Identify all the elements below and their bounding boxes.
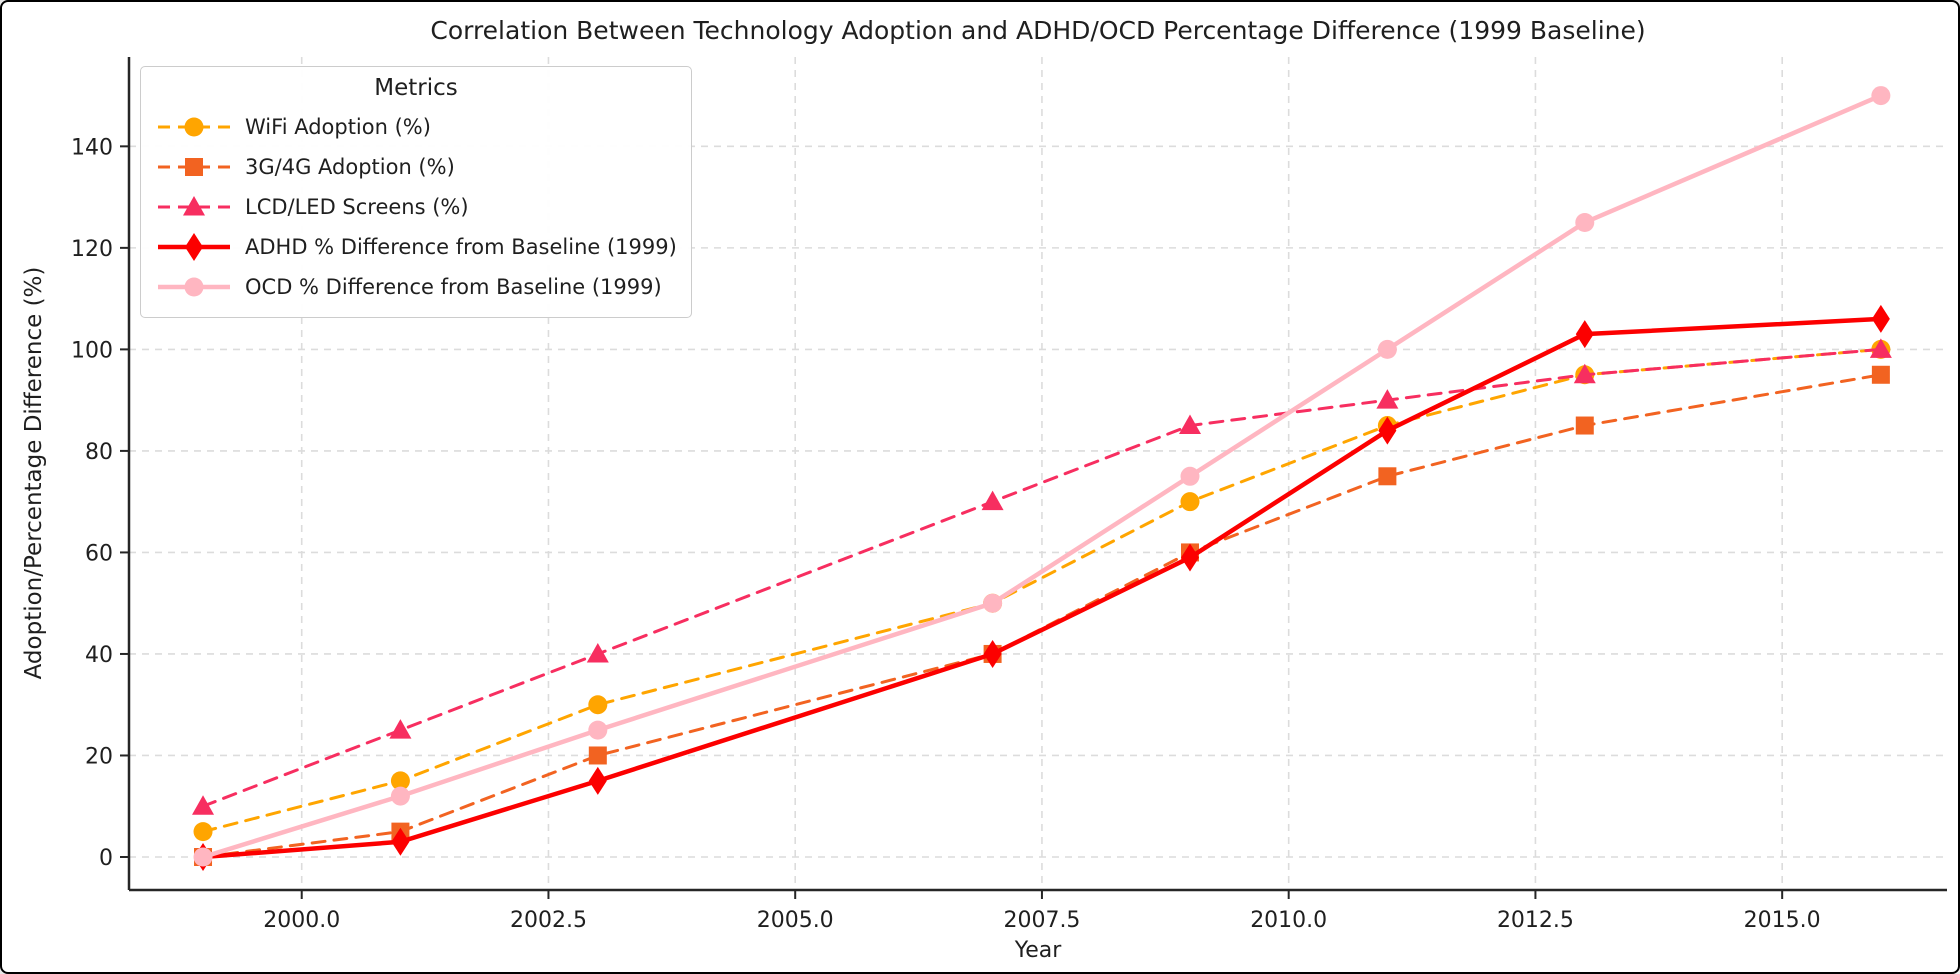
legend-item-adhd-difference: ADHD % Difference from Baseline (1999) bbox=[155, 227, 677, 267]
data-point-marker-square bbox=[1871, 365, 1890, 384]
legend-sample-circle-marker bbox=[158, 117, 230, 137]
y-tick-label: 140 bbox=[71, 135, 113, 160]
x-tick-label: 2007.5 bbox=[1003, 908, 1080, 933]
data-point-marker-thin-diamond bbox=[588, 766, 607, 795]
data-point-marker-triangle bbox=[586, 642, 609, 663]
data-point-marker-triangle bbox=[1376, 389, 1399, 409]
series-ocd-difference bbox=[193, 86, 1891, 867]
data-point-marker-triangle bbox=[1573, 363, 1596, 384]
legend-sample-thin-diamond-marker bbox=[158, 233, 230, 261]
legend-sample-square-marker bbox=[158, 158, 230, 176]
data-point-marker-thin-diamond bbox=[1871, 304, 1890, 333]
y-axis-label: Adoption/Percentage Difference (%) bbox=[21, 266, 47, 680]
data-point-marker-triangle bbox=[981, 490, 1004, 511]
data-point-marker-triangle bbox=[1869, 338, 1892, 358]
y-tick-label: 120 bbox=[71, 237, 113, 262]
y-tick-label: 0 bbox=[99, 846, 113, 871]
x-tick-label: 2015.0 bbox=[1744, 908, 1821, 933]
data-point-marker-square bbox=[185, 158, 203, 176]
x-axis-label: Year bbox=[1014, 938, 1062, 963]
data-point-marker-circle bbox=[193, 847, 213, 867]
data-point-marker-circle bbox=[1180, 492, 1200, 512]
y-tick-label: 40 bbox=[85, 643, 113, 668]
data-point-marker-square bbox=[588, 746, 607, 765]
data-point-marker-circle bbox=[1871, 86, 1891, 106]
chart-title: Correlation Between Technology Adoption … bbox=[430, 16, 1646, 45]
legend-item-3g4g-adoption: 3G/4G Adoption (%) bbox=[155, 147, 677, 187]
legend-label: WiFi Adoption (%) bbox=[245, 115, 431, 139]
legend-label: 3G/4G Adoption (%) bbox=[245, 155, 455, 179]
y-tick-label: 60 bbox=[85, 541, 113, 566]
legend-sample-triangle-marker bbox=[158, 196, 230, 216]
x-tick-label: 2000.0 bbox=[263, 908, 340, 933]
legend-item-lcd-led-screens: LCD/LED Screens (%) bbox=[155, 187, 677, 227]
data-point-marker-square bbox=[1575, 416, 1594, 435]
y-tick-label: 80 bbox=[85, 440, 113, 465]
data-point-marker-circle bbox=[184, 277, 204, 297]
data-point-marker-circle bbox=[184, 117, 204, 137]
data-point-marker-circle bbox=[588, 720, 608, 740]
y-tick-label: 20 bbox=[85, 744, 113, 769]
data-point-marker-thin-diamond bbox=[983, 639, 1002, 668]
legend-label: OCD % Difference from Baseline (1999) bbox=[245, 275, 662, 299]
data-point-marker-triangle bbox=[192, 795, 215, 815]
data-point-marker-circle bbox=[588, 695, 608, 715]
series-line-ocd-difference bbox=[200, 93, 1884, 860]
legend-label: ADHD % Difference from Baseline (1999) bbox=[245, 235, 677, 259]
series-line-adhd-difference bbox=[200, 316, 1884, 860]
data-point-marker-thin-diamond bbox=[185, 233, 203, 261]
data-point-marker-circle bbox=[390, 771, 410, 791]
data-point-marker-circle bbox=[1575, 212, 1595, 232]
data-point-marker-triangle bbox=[389, 719, 412, 739]
legend-title: Metrics bbox=[374, 75, 458, 101]
data-point-marker-triangle bbox=[1178, 414, 1201, 435]
y-tick-label: 100 bbox=[71, 338, 113, 363]
data-point-marker-circle bbox=[390, 786, 410, 806]
legend: Metrics WiFi Adoption (%) 3G/4G Adoption … bbox=[140, 66, 692, 318]
data-point-marker-circle bbox=[1180, 466, 1200, 486]
data-point-marker-thin-diamond bbox=[391, 827, 410, 856]
series-line-3g4g-adoption bbox=[201, 373, 1883, 859]
legend-item-wifi-adoption: WiFi Adoption (%) bbox=[155, 107, 677, 147]
series-line-wifi-adoption bbox=[201, 347, 1883, 834]
series-line-lcd-led-screens bbox=[201, 347, 1883, 808]
data-point-marker-circle bbox=[983, 593, 1003, 613]
data-point-marker-thin-diamond bbox=[1378, 416, 1397, 445]
x-tick-label: 2005.0 bbox=[757, 908, 834, 933]
data-point-marker-thin-diamond bbox=[1575, 320, 1594, 349]
legend-sample-circle-marker bbox=[158, 277, 230, 297]
legend-item-ocd-difference: OCD % Difference from Baseline (1999) bbox=[155, 267, 677, 307]
series-lcd-led-screens bbox=[192, 338, 1892, 815]
x-tick-label: 2002.5 bbox=[510, 908, 587, 933]
data-point-marker-thin-diamond bbox=[1180, 543, 1199, 572]
legend-label: LCD/LED Screens (%) bbox=[245, 195, 469, 219]
data-point-marker-triangle bbox=[183, 196, 205, 216]
legend-items: WiFi Adoption (%) 3G/4G Adoption (%) LCD/L… bbox=[155, 107, 677, 307]
x-tick-label: 2010.0 bbox=[1250, 908, 1327, 933]
data-point-marker-square bbox=[1378, 467, 1397, 486]
x-tick-label: 2012.5 bbox=[1497, 908, 1574, 933]
data-point-marker-circle bbox=[1377, 339, 1397, 359]
data-point-marker-circle bbox=[193, 822, 213, 842]
